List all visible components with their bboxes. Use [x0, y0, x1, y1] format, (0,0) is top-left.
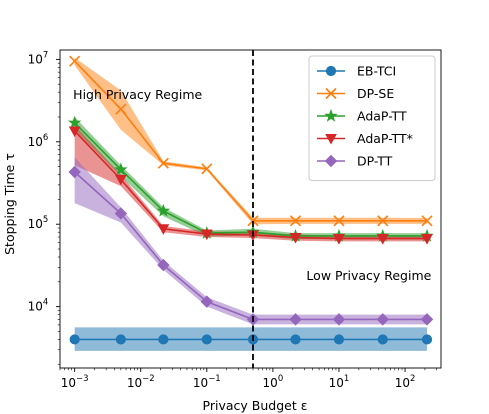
series-4-point-0 — [68, 165, 81, 179]
y-tick-label-3: 107 — [28, 50, 49, 66]
series-1-point-0 — [69, 55, 81, 67]
legend-box — [308, 55, 436, 181]
series-0-point-6 — [333, 334, 345, 345]
series-0-point-2 — [158, 334, 169, 345]
series-0-point-5 — [290, 334, 301, 345]
annotation-0: High Privacy Regime — [73, 87, 202, 102]
legend-label-3: AdaP-TT* — [357, 131, 413, 146]
annotations: High Privacy Regime Low Privacy Regime — [73, 87, 431, 283]
series-3-point-6 — [333, 234, 345, 245]
series-1-point-6 — [333, 215, 345, 227]
series-0-point-7 — [377, 334, 388, 345]
x-tick-label-1: 10−2 — [127, 374, 155, 390]
y-tick-label-1: 105 — [28, 215, 49, 231]
legend-label-0: EB-TCI — [357, 64, 396, 79]
series-4-point-3 — [200, 295, 214, 308]
y-axis-label: Stopping Time τ — [2, 153, 17, 255]
series-4-point-2 — [157, 258, 170, 272]
series-3-point-7 — [376, 234, 389, 245]
series-lines — [67, 55, 434, 345]
series-1-point-2-stroke — [157, 157, 169, 169]
legend-marker-4 — [324, 154, 338, 168]
x-tick-label-3: 100 — [263, 374, 284, 390]
legend-marker-1 — [325, 87, 337, 100]
series-0-point-3 — [201, 334, 212, 345]
x-tick-label-4: 101 — [329, 374, 350, 390]
x-tick-label-0: 10−3 — [61, 374, 89, 390]
plot-frame — [59, 49, 442, 369]
series-line-4 — [74, 171, 428, 321]
series-1-point-1-stroke — [115, 103, 127, 115]
series-2-point-1 — [114, 162, 128, 176]
series-0-point-0 — [69, 334, 80, 345]
series-3-point-2 — [157, 224, 170, 235]
series-1-point-8 — [421, 215, 433, 227]
legend-marker-3 — [325, 134, 337, 145]
series-1-point-8-stroke — [421, 215, 433, 227]
series-1-point-4-stroke — [247, 215, 259, 227]
series-1-point-0-stroke — [69, 55, 81, 67]
x-axis-label: Privacy Budget ε — [203, 398, 308, 413]
series-1-point-3 — [201, 163, 213, 175]
x-tick-label-2: 10−1 — [193, 374, 221, 390]
series-1-point-7 — [377, 215, 389, 227]
legend-marker-1-stroke — [325, 87, 337, 100]
series-2-point-2 — [156, 203, 171, 217]
annotation-1: Low Privacy Regime — [306, 268, 431, 283]
band-4 — [74, 157, 428, 325]
legend-marker-2 — [324, 108, 338, 122]
legend-marker-0 — [325, 65, 337, 77]
legend-label-1: DP-SE — [357, 86, 394, 101]
series-4-point-7 — [376, 313, 389, 326]
series-3-point-5 — [289, 232, 302, 244]
series-1-point-2 — [157, 157, 169, 169]
series-4-point-8 — [420, 313, 434, 326]
legend-label-4: DP-TT — [357, 154, 393, 169]
series-3-point-1 — [114, 174, 127, 186]
series-2-point-0 — [67, 115, 82, 129]
series-4-point-1 — [114, 207, 128, 220]
series-3-point-0 — [68, 126, 81, 138]
series-1-point-7-stroke — [377, 215, 389, 227]
series-0-point-8 — [421, 334, 433, 345]
series-1-point-5-stroke — [289, 215, 302, 227]
legend-label-2: AdaP-TT — [357, 109, 407, 124]
series-1-point-4 — [247, 215, 259, 227]
series-4-point-5 — [289, 313, 302, 326]
series-1-point-5 — [289, 215, 302, 227]
x-tick-label-5: 102 — [395, 374, 416, 390]
series-3-point-8 — [421, 234, 433, 245]
series-0-point-1 — [115, 334, 126, 345]
series-1-point-6-stroke — [333, 215, 345, 227]
series-1-point-1 — [115, 103, 127, 115]
y-tick-label-0: 104 — [28, 298, 49, 314]
legend: EB-TCI DP-SE AdaP-TT AdaP-TT* DP-TT — [308, 55, 436, 181]
y-tick-label-2: 106 — [28, 133, 49, 149]
series-4-point-6 — [332, 313, 346, 326]
series-3-point-3 — [200, 229, 213, 241]
series-1-point-3-stroke — [201, 163, 213, 175]
axes: 10−3 10−2 10−1 100 101 102 104 105 106 107 — [28, 49, 442, 390]
